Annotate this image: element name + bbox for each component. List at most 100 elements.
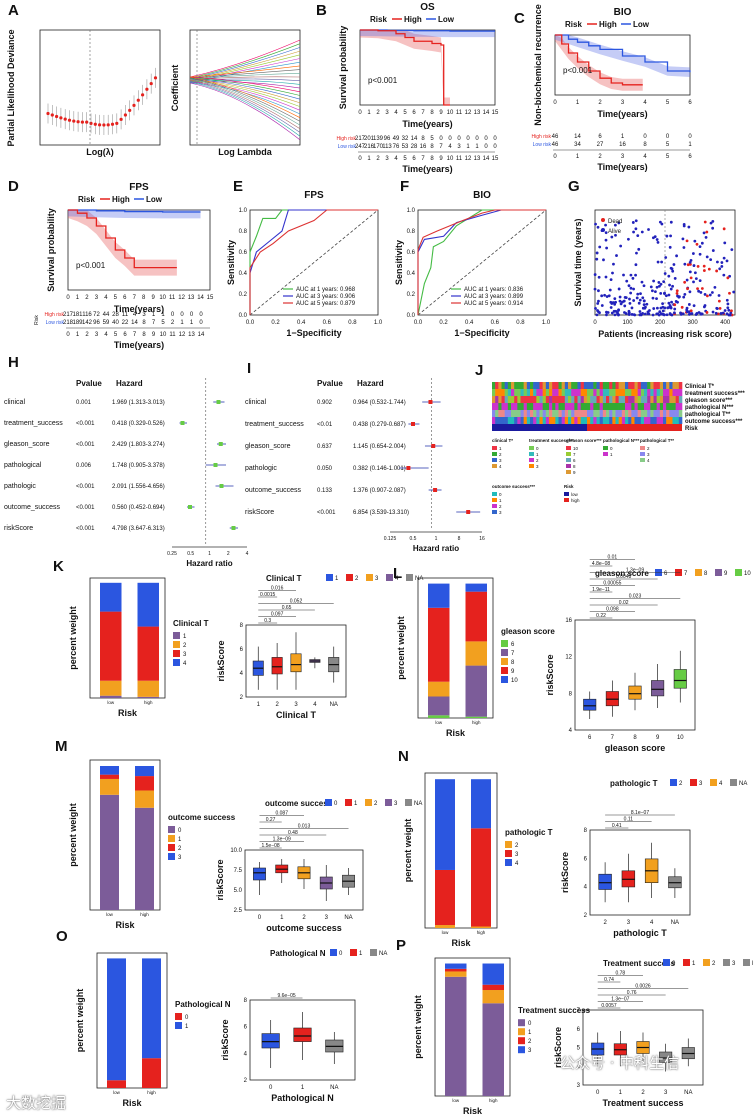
forest-hazard-header: Hazard: [116, 379, 143, 388]
box-body: [673, 669, 687, 689]
heatmap-cell: [634, 382, 638, 389]
dead-point: [696, 264, 700, 268]
box-xtick: 0: [596, 1090, 600, 1096]
box-pvalue: 0.016: [271, 586, 284, 592]
heatmap-cell: [663, 410, 667, 417]
alive-point: [715, 307, 719, 311]
heatmap-cell: [618, 396, 623, 403]
box-ytick: 2: [244, 1078, 248, 1084]
km-xtick: 1: [576, 100, 580, 106]
forest-tick: 0.5: [410, 536, 417, 542]
heatmap-cell: [631, 410, 635, 417]
forest-row-p: <0.001: [317, 510, 336, 516]
heatmap-row-label: pathological N***: [685, 405, 734, 411]
roc-xtick: 0.0: [246, 320, 255, 326]
stack-segment: [428, 583, 450, 608]
heatmap-cell: [672, 389, 676, 396]
roc-curve: [417, 209, 546, 316]
alive-point: [663, 291, 666, 295]
alive-point: [663, 272, 667, 275]
heatmap-cell: [514, 417, 518, 424]
alive-point: [698, 252, 702, 256]
stack-legend-item: 3: [183, 652, 187, 658]
km-xtick: 7: [421, 110, 425, 116]
box-xtick: 9: [656, 735, 660, 741]
stack-segment: [471, 828, 491, 927]
heatmap-cell: [593, 417, 597, 424]
cv-point: [85, 120, 89, 124]
box-legend-swatch: [370, 949, 377, 956]
heatmap-cell: [593, 389, 597, 396]
heatmap-legend-item: 3: [499, 510, 502, 515]
alive-point: [646, 310, 650, 314]
roc-curve: [417, 209, 546, 315]
heatmap-cell: [587, 410, 591, 417]
heatmap-cell: [504, 410, 509, 417]
heatmap-cell: [656, 410, 661, 417]
heatmap-cell: [571, 382, 575, 389]
box-ytick: 5: [577, 1046, 581, 1052]
heatmap-cell: [542, 396, 547, 403]
heatmap-cell: [602, 403, 607, 410]
alive-point: [613, 302, 617, 306]
heatmap-cell: [625, 417, 629, 424]
km-table-xtick: 4: [104, 332, 108, 338]
cv-point: [98, 123, 102, 127]
box-ytick: 6: [577, 1027, 581, 1033]
roc-legend-label: AUC at 3 years: 0.906: [296, 294, 356, 300]
km-table-row-low: Low risk: [338, 144, 357, 150]
box-xlabel: outcome success: [266, 923, 342, 933]
stack-legend-item: 0: [178, 828, 182, 834]
cv-point: [149, 81, 153, 86]
stack-legend-title: Clinical T: [173, 619, 209, 628]
heatmap-cell: [609, 389, 613, 396]
cv-point: [110, 122, 115, 126]
cv-point: [80, 120, 84, 124]
heatmap-cell: [647, 410, 651, 417]
km-table-low-n: 16: [619, 142, 626, 148]
alive-point: [605, 246, 609, 250]
km-table-low-n: 46: [552, 142, 559, 148]
heatmap-legend-item: 1: [610, 452, 613, 457]
heatmap-cell: [507, 410, 512, 417]
stack-segment: [100, 774, 119, 779]
alive-point: [600, 304, 604, 307]
alive-point: [667, 301, 671, 305]
box-legend-swatch: [365, 799, 372, 806]
alive-point: [668, 245, 672, 249]
heatmap-cell: [520, 396, 524, 403]
alive-point: [658, 220, 662, 224]
km-table-low-n: 8: [430, 144, 434, 150]
km-table-xtick: 12: [179, 332, 186, 338]
forest-row-p: <0.001: [76, 484, 95, 490]
box-legend-item: 3: [394, 801, 398, 807]
alive-point: [698, 245, 702, 249]
km-table-high-n: 14: [411, 136, 418, 142]
heatmap-legend-item: 0: [536, 446, 539, 451]
alive-point: [658, 310, 662, 314]
stack-xtick: low: [106, 912, 114, 917]
stack-legend-title: gleason score: [501, 627, 555, 636]
dead-point: [716, 312, 720, 316]
heatmap-cell: [663, 396, 667, 403]
km-table-row-high: High risk: [45, 312, 65, 318]
stack-segment: [135, 766, 154, 777]
alive-point: [613, 313, 617, 317]
heatmap-cell: [561, 382, 566, 389]
box-pvalue: 0.3: [264, 618, 271, 624]
km-table-low-n: 2: [171, 320, 175, 326]
stack-segment: [100, 680, 122, 696]
heatmap-legend-item: 2: [536, 458, 539, 463]
heatmap-legend-swatch: [603, 452, 608, 456]
heatmap-cell: [542, 417, 547, 424]
heatmap-cell: [621, 417, 626, 424]
km-curve-high: [360, 29, 450, 106]
heatmap-cell: [634, 403, 638, 410]
heatmap-cell: [644, 389, 648, 396]
box-legend-swatch: [326, 574, 333, 581]
stack-legend-swatch: [168, 826, 175, 833]
heatmap-cell: [615, 403, 619, 410]
heatmap-cell: [650, 417, 654, 424]
km-table-row-low: Low risk: [533, 142, 552, 148]
roc-xtick: 0.8: [516, 320, 525, 326]
